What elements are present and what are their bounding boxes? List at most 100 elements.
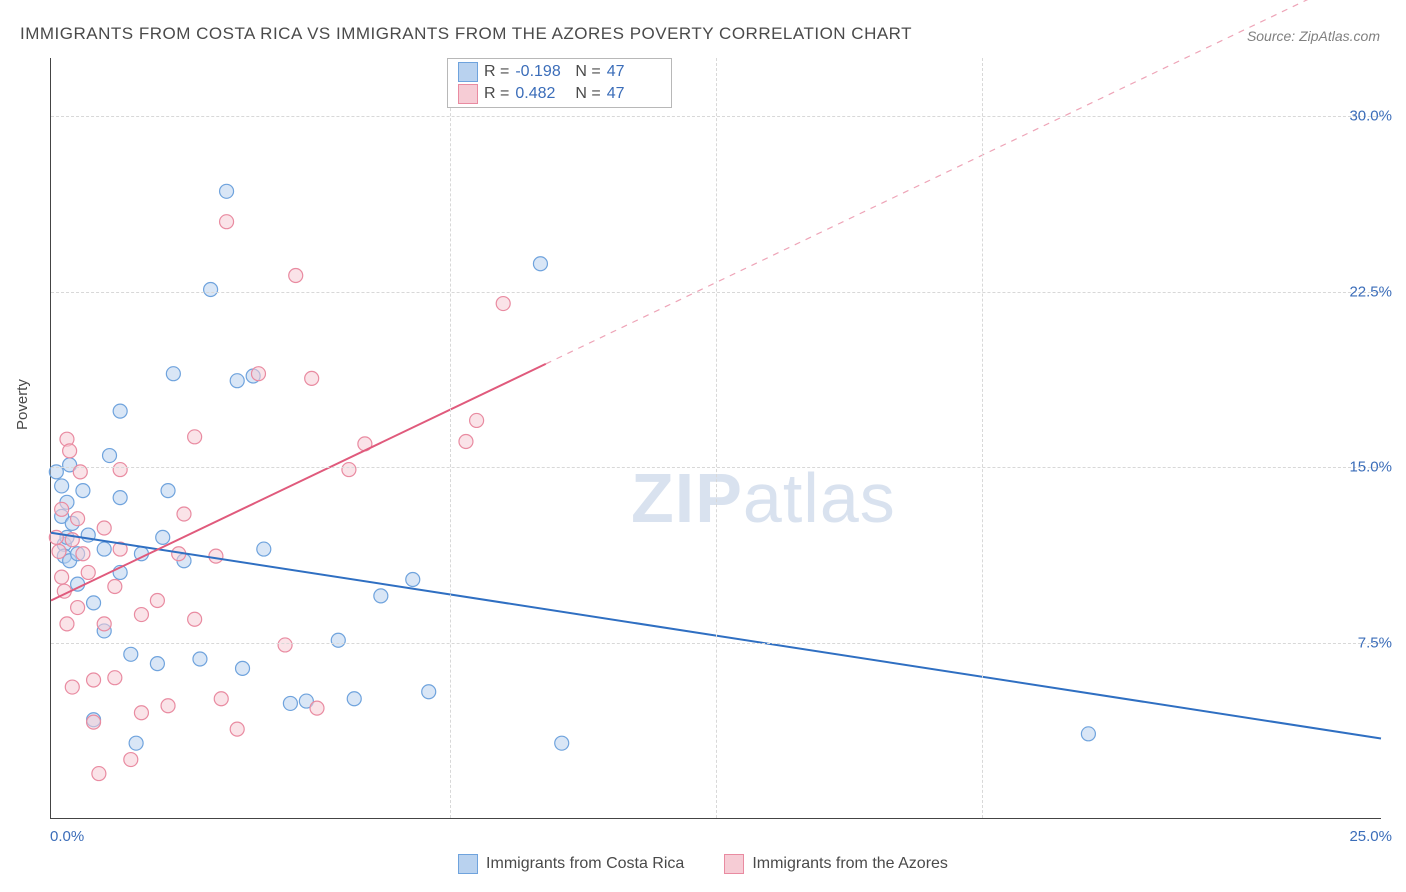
data-point [193, 652, 207, 666]
data-point [555, 736, 569, 750]
data-point [161, 484, 175, 498]
n-value-series-2: 47 [607, 85, 661, 103]
legend-item-1: Immigrants from Costa Rica [458, 854, 684, 874]
legend-swatch-1 [458, 854, 478, 874]
data-point [76, 547, 90, 561]
gridline-v [450, 58, 451, 818]
data-point [422, 685, 436, 699]
data-point [177, 507, 191, 521]
data-point [459, 435, 473, 449]
data-point [188, 612, 202, 626]
data-point [209, 549, 223, 563]
data-point [113, 463, 127, 477]
data-point [204, 283, 218, 297]
y-tick-label: 30.0% [1349, 108, 1392, 125]
data-point [124, 647, 138, 661]
chart-title: IMMIGRANTS FROM COSTA RICA VS IMMIGRANTS… [20, 24, 912, 44]
data-point [150, 594, 164, 608]
data-point [87, 715, 101, 729]
data-point [60, 617, 74, 631]
legend-label-1: Immigrants from Costa Rica [486, 855, 684, 873]
data-point [347, 692, 361, 706]
data-point [283, 696, 297, 710]
data-point [230, 722, 244, 736]
data-point [166, 367, 180, 381]
data-point [113, 404, 127, 418]
data-point [470, 413, 484, 427]
n-label: N = [575, 85, 600, 103]
y-tick-label: 7.5% [1358, 634, 1392, 651]
data-point [230, 374, 244, 388]
data-point [1081, 727, 1095, 741]
data-point [81, 565, 95, 579]
data-point [65, 680, 79, 694]
legend-item-2: Immigrants from the Azores [724, 854, 948, 874]
gridline-v [982, 58, 983, 818]
r-value-series-1: -0.198 [515, 63, 569, 81]
data-point [374, 589, 388, 603]
gridline-v [716, 58, 717, 818]
data-point [97, 521, 111, 535]
swatch-series-2 [458, 84, 478, 104]
data-point [76, 484, 90, 498]
data-point [188, 430, 202, 444]
x-tick-label: 0.0% [50, 828, 84, 845]
n-label: N = [575, 63, 600, 81]
data-point [97, 542, 111, 556]
swatch-series-1 [458, 62, 478, 82]
data-point [134, 706, 148, 720]
data-point [55, 502, 69, 516]
data-point [108, 671, 122, 685]
data-point [87, 596, 101, 610]
data-point [103, 449, 117, 463]
correlation-stat-box: R = -0.198 N = 47 R = 0.482 N = 47 [447, 58, 672, 108]
data-point [150, 657, 164, 671]
stat-row-series-1: R = -0.198 N = 47 [456, 61, 663, 83]
data-point [496, 297, 510, 311]
data-point [257, 542, 271, 556]
legend-swatch-2 [724, 854, 744, 874]
data-point [236, 661, 250, 675]
data-point [220, 184, 234, 198]
data-point [331, 633, 345, 647]
data-point [134, 608, 148, 622]
source-label: Source: ZipAtlas.com [1247, 28, 1380, 44]
data-point [97, 617, 111, 631]
data-point [305, 371, 319, 385]
data-point [71, 601, 85, 615]
data-point [278, 638, 292, 652]
plot-area: ZIPatlas [50, 58, 1381, 819]
data-point [63, 444, 77, 458]
data-point [156, 530, 170, 544]
stat-row-series-2: R = 0.482 N = 47 [456, 83, 663, 105]
data-point [129, 736, 143, 750]
data-point [55, 570, 69, 584]
legend-label-2: Immigrants from the Azores [752, 855, 948, 873]
data-point [161, 699, 175, 713]
legend: Immigrants from Costa Rica Immigrants fr… [0, 854, 1406, 874]
data-point [289, 268, 303, 282]
data-point [220, 215, 234, 229]
n-value-series-1: 47 [607, 63, 661, 81]
data-point [310, 701, 324, 715]
data-point [55, 479, 69, 493]
trend-line-solid [51, 364, 546, 601]
data-point [533, 257, 547, 271]
data-point [406, 572, 420, 586]
y-axis-label: Poverty [14, 379, 31, 430]
data-point [92, 767, 106, 781]
data-point [52, 544, 66, 558]
data-point [113, 491, 127, 505]
data-point [87, 673, 101, 687]
y-tick-label: 22.5% [1349, 283, 1392, 300]
data-point [214, 692, 228, 706]
data-point [71, 512, 85, 526]
r-label: R = [484, 85, 509, 103]
data-point [108, 579, 122, 593]
r-label: R = [484, 63, 509, 81]
y-tick-label: 15.0% [1349, 459, 1392, 476]
data-point [124, 753, 138, 767]
trend-line-dashed [546, 0, 1381, 364]
data-point [342, 463, 356, 477]
x-tick-label: 25.0% [1349, 828, 1392, 845]
